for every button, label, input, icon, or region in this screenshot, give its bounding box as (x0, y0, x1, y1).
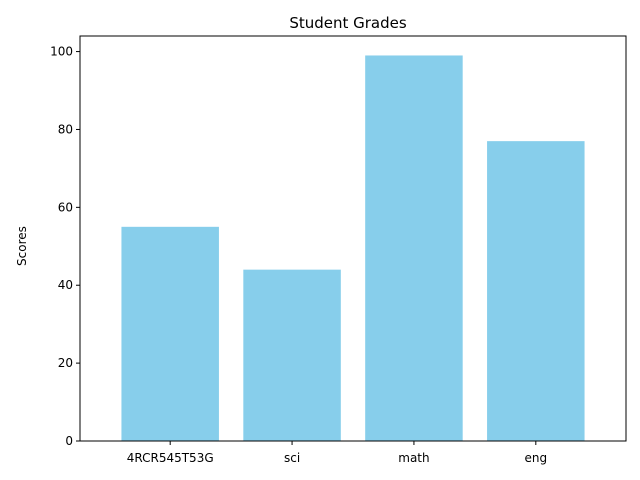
y-axis-label: Scores (15, 226, 29, 266)
x-tick-label: eng (525, 451, 548, 465)
y-tick-label: 80 (58, 122, 73, 136)
y-tick-label: 40 (58, 278, 73, 292)
y-tick-label: 100 (50, 45, 73, 59)
x-tick-label: sci (284, 451, 300, 465)
ticks-layer: 0 20 40 60 80 100 4RCR545T53G sci math eng (50, 45, 547, 465)
y-tick-label: 0 (65, 434, 73, 448)
bar-sci (243, 269, 341, 441)
bar-4RCR545T53G (121, 226, 219, 441)
axes-layer (79, 35, 627, 442)
bar-eng (487, 141, 585, 441)
bars-layer (121, 55, 585, 441)
x-tick-label: math (398, 451, 429, 465)
x-tick-label: 4RCR545T53G (127, 451, 214, 465)
y-tick-label: 20 (58, 356, 73, 370)
chart-title: Student Grades (289, 14, 407, 32)
plot-frame (79, 35, 627, 442)
y-tick-label: 60 (58, 200, 73, 214)
bar-math (365, 55, 463, 441)
